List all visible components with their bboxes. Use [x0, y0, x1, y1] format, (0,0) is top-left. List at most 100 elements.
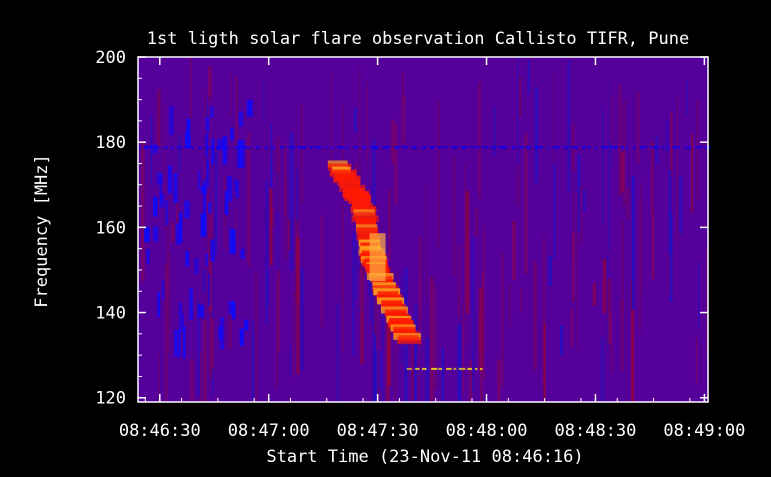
blue-patch — [217, 139, 224, 151]
x-tick-label: 08:46:30 — [119, 421, 201, 441]
noise-streak — [292, 290, 296, 378]
blue-stripe-180-segment — [451, 146, 458, 149]
blue-stripe-180-segment — [324, 146, 328, 149]
rfi-band-128 — [406, 367, 483, 370]
blue-stripe-180-segment — [587, 146, 591, 149]
noise-streak — [355, 184, 357, 301]
rfi-band-128-segment — [431, 367, 438, 370]
blue-stripe-180-segment — [143, 146, 152, 149]
noise-streak — [163, 103, 165, 232]
blue-stripe-180-segment — [370, 146, 379, 149]
y-axis-label: Frequency [MHz] — [32, 154, 52, 308]
blue-patch — [159, 193, 165, 208]
noise-streak — [651, 214, 655, 280]
noise-streak — [610, 313, 613, 375]
plot-area — [138, 57, 711, 402]
blue-patch — [197, 304, 204, 318]
noise-streak — [230, 74, 232, 116]
noise-streak — [621, 152, 625, 193]
blue-stripe-180-segment — [242, 146, 251, 149]
blue-stripe-180-segment — [329, 146, 334, 149]
rfi-band-128-segment — [438, 367, 443, 370]
noise-streak — [600, 337, 605, 402]
noise-streak — [626, 187, 630, 219]
noise-streak — [620, 299, 624, 372]
blue-patch — [146, 248, 150, 265]
noise-streak — [251, 321, 255, 402]
blue-stripe-180-segment — [163, 146, 168, 149]
noise-streak — [164, 264, 168, 402]
noise-streak — [270, 123, 272, 233]
noise-streak — [156, 89, 161, 147]
noise-streak — [576, 192, 578, 349]
noise-streak — [475, 208, 479, 236]
blue-stripe-180-segment — [353, 146, 359, 149]
noise-streak — [548, 255, 552, 286]
blue-patch — [186, 118, 191, 149]
noise-streak — [611, 96, 613, 144]
noise-streak — [189, 57, 192, 136]
noise-streak — [639, 182, 643, 294]
noise-streak — [166, 196, 170, 290]
blue-stripe-180-segment — [297, 146, 306, 149]
blue-stripe-180-segment — [695, 146, 702, 149]
noise-streak — [166, 252, 171, 353]
blue-stripe-180-segment — [633, 146, 636, 149]
blue-stripe-180-segment — [362, 146, 367, 149]
blue-stripe-180-segment — [288, 146, 296, 149]
noise-streak — [158, 353, 160, 401]
noise-streak — [437, 100, 440, 247]
noise-streak — [235, 208, 237, 240]
rfi-band-128-segment — [475, 367, 478, 370]
noise-streak — [452, 157, 456, 276]
blue-stripe-180-segment — [421, 146, 427, 149]
blue-stripe-180-segment — [511, 146, 516, 149]
noise-streak — [670, 112, 673, 177]
rfi-band-128-segment — [458, 367, 466, 370]
noise-streak — [210, 318, 215, 369]
blue-patch — [235, 180, 240, 199]
noise-streak — [296, 169, 298, 226]
noise-streak — [560, 325, 564, 356]
noise-streak — [478, 82, 481, 199]
noise-streak — [208, 66, 213, 98]
y-tick-label: 180 — [95, 133, 126, 153]
blue-patch — [185, 251, 190, 267]
noise-streak — [360, 248, 364, 365]
rfi-band-128-segment — [467, 367, 472, 370]
blue-patch — [208, 273, 211, 306]
noise-streak — [413, 305, 418, 402]
noise-streak — [435, 286, 437, 390]
noise-streak — [519, 287, 523, 313]
y-tick-label: 200 — [95, 48, 126, 68]
noise-streak — [178, 134, 181, 174]
blue-patch — [239, 328, 245, 346]
noise-streak — [197, 301, 200, 396]
noise-streak — [170, 222, 175, 243]
blue-stripe-180-segment — [660, 146, 666, 149]
noise-streak — [394, 282, 397, 402]
noise-streak — [429, 276, 434, 402]
noise-streak — [543, 236, 545, 387]
noise-streak — [254, 273, 259, 402]
noise-streak — [602, 259, 607, 314]
noise-streak — [665, 119, 668, 152]
noise-streak — [501, 253, 504, 386]
noise-streak — [386, 311, 390, 402]
noise-streak — [210, 246, 213, 379]
noise-streak — [277, 173, 279, 272]
blue-stripe-180-segment — [429, 146, 435, 149]
noise-streak — [320, 214, 323, 328]
noise-streak — [570, 309, 574, 348]
noise-streak — [379, 350, 382, 390]
noise-streak — [609, 140, 610, 251]
blue-patch — [230, 128, 234, 141]
noise-streak — [289, 346, 291, 377]
blue-stripe-180-segment — [552, 146, 560, 149]
rfi-band-128-segment — [406, 367, 412, 370]
noise-streak — [372, 295, 376, 402]
blue-patch — [232, 229, 236, 254]
blue-stripe-180-segment — [534, 146, 543, 149]
noise-streak — [372, 139, 376, 218]
